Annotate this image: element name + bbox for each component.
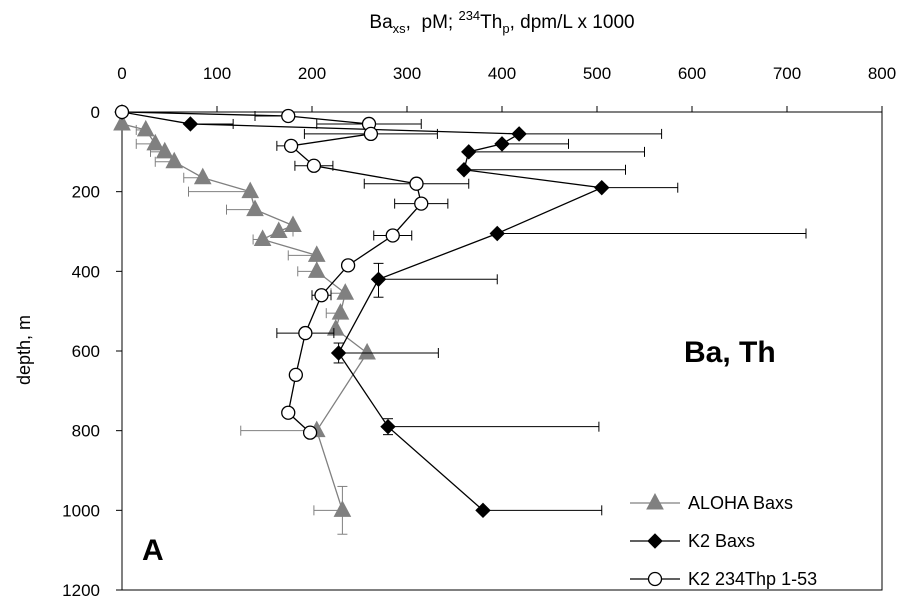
chart-title: Baxs, pM; 234Thp, dpm/L x 1000	[369, 8, 634, 36]
y-tick-label: 0	[91, 103, 100, 122]
data-point	[336, 283, 355, 300]
data-point	[456, 162, 472, 178]
y-tick-label: 200	[72, 183, 100, 202]
data-point	[385, 228, 400, 243]
series-k2-baxs	[114, 104, 807, 519]
data-point	[340, 258, 356, 273]
y-axis-label: depth, m	[14, 315, 34, 385]
data-point	[307, 261, 326, 278]
data-point	[302, 425, 318, 440]
data-point	[489, 225, 505, 242]
x-tick-label: 200	[298, 64, 326, 83]
y-ticks: 0 200 400 600 800 1000 1200	[62, 103, 122, 600]
data-point	[306, 158, 322, 173]
series-line	[121, 111, 422, 434]
data-point	[288, 367, 304, 383]
y-tick-label: 400	[72, 262, 100, 281]
series-line	[121, 123, 368, 511]
x-tick-label: 700	[773, 64, 801, 83]
data-point	[494, 136, 510, 152]
x-tick-label: 0	[117, 64, 126, 83]
data-point	[326, 319, 345, 336]
data-point	[146, 133, 165, 151]
data-point	[246, 199, 264, 217]
x-tick-label: 100	[203, 64, 231, 83]
x-tick-label: 400	[488, 64, 516, 83]
data-point	[475, 502, 491, 519]
data-point	[193, 167, 212, 185]
y-tick-label: 600	[72, 342, 100, 361]
data-point	[414, 196, 429, 211]
data-point	[409, 176, 424, 191]
data-point	[331, 303, 350, 320]
data-point	[241, 181, 260, 199]
data-point	[511, 126, 527, 142]
data-point	[165, 151, 184, 169]
data-point	[113, 113, 131, 131]
legend-label: K2 234Thp 1-53	[688, 569, 817, 589]
y-tick-label: 800	[72, 422, 100, 441]
x-tick-label: 300	[393, 64, 421, 83]
data-point	[298, 325, 313, 341]
y-tick-label: 1200	[62, 581, 100, 600]
data-point	[333, 500, 352, 517]
data-point	[314, 288, 329, 303]
data-point	[461, 144, 477, 160]
x-tick-label: 600	[678, 64, 706, 83]
x-tick-label: 800	[868, 64, 896, 83]
legend-marker	[646, 492, 664, 510]
x-tick-label: 500	[583, 64, 611, 83]
data-point	[155, 141, 174, 159]
series-layer	[113, 104, 807, 535]
data-point	[253, 229, 272, 246]
panel-label: A	[142, 534, 164, 567]
data-point	[281, 108, 296, 124]
series-k2-234thp-1-53	[114, 104, 470, 440]
x-ticks: 0 100 200 300 400 500 600 700 800	[117, 64, 896, 112]
data-point	[594, 179, 610, 196]
data-point	[283, 138, 299, 154]
data-point	[281, 405, 296, 420]
legend-marker	[647, 533, 663, 549]
legend-label: ALOHA Baxs	[688, 493, 793, 513]
data-point	[380, 418, 396, 435]
data-point	[358, 342, 376, 360]
legend-marker	[647, 571, 663, 587]
series-aloha-baxs	[113, 113, 376, 535]
data-point	[363, 126, 379, 142]
data-point	[182, 116, 199, 132]
legend-label: K2 Baxs	[688, 531, 755, 551]
data-point	[370, 271, 387, 288]
y-tick-label: 1000	[62, 501, 100, 520]
data-point	[114, 104, 130, 120]
data-point	[136, 119, 155, 137]
data-point	[284, 215, 302, 233]
annotation-label: Ba, Th	[684, 336, 776, 369]
series-line	[121, 111, 605, 511]
data-point	[330, 345, 347, 361]
data-point	[269, 221, 288, 238]
legend: ALOHA Baxs K2 Baxs K2 234Thp 1-53	[630, 492, 817, 589]
